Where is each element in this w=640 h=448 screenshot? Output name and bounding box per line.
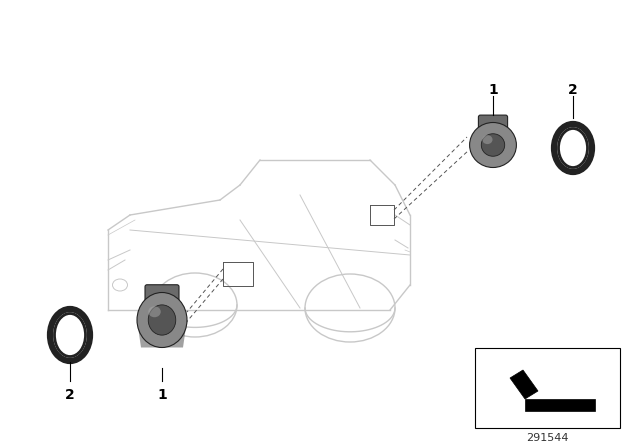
FancyBboxPatch shape bbox=[145, 285, 179, 314]
Ellipse shape bbox=[559, 129, 588, 168]
Ellipse shape bbox=[148, 305, 176, 335]
Text: 1: 1 bbox=[488, 83, 498, 97]
Ellipse shape bbox=[137, 293, 187, 348]
Ellipse shape bbox=[54, 314, 86, 357]
Ellipse shape bbox=[482, 135, 493, 144]
Text: 1: 1 bbox=[157, 388, 167, 402]
Text: 291544: 291544 bbox=[526, 433, 569, 443]
Ellipse shape bbox=[470, 122, 516, 168]
Text: 2: 2 bbox=[65, 388, 75, 402]
Polygon shape bbox=[137, 320, 187, 348]
Ellipse shape bbox=[148, 306, 161, 317]
Text: 2: 2 bbox=[568, 83, 578, 97]
Polygon shape bbox=[510, 370, 538, 399]
Bar bbox=[475, 348, 620, 428]
FancyBboxPatch shape bbox=[479, 115, 508, 139]
Bar bbox=[525, 399, 595, 411]
Ellipse shape bbox=[481, 134, 505, 156]
